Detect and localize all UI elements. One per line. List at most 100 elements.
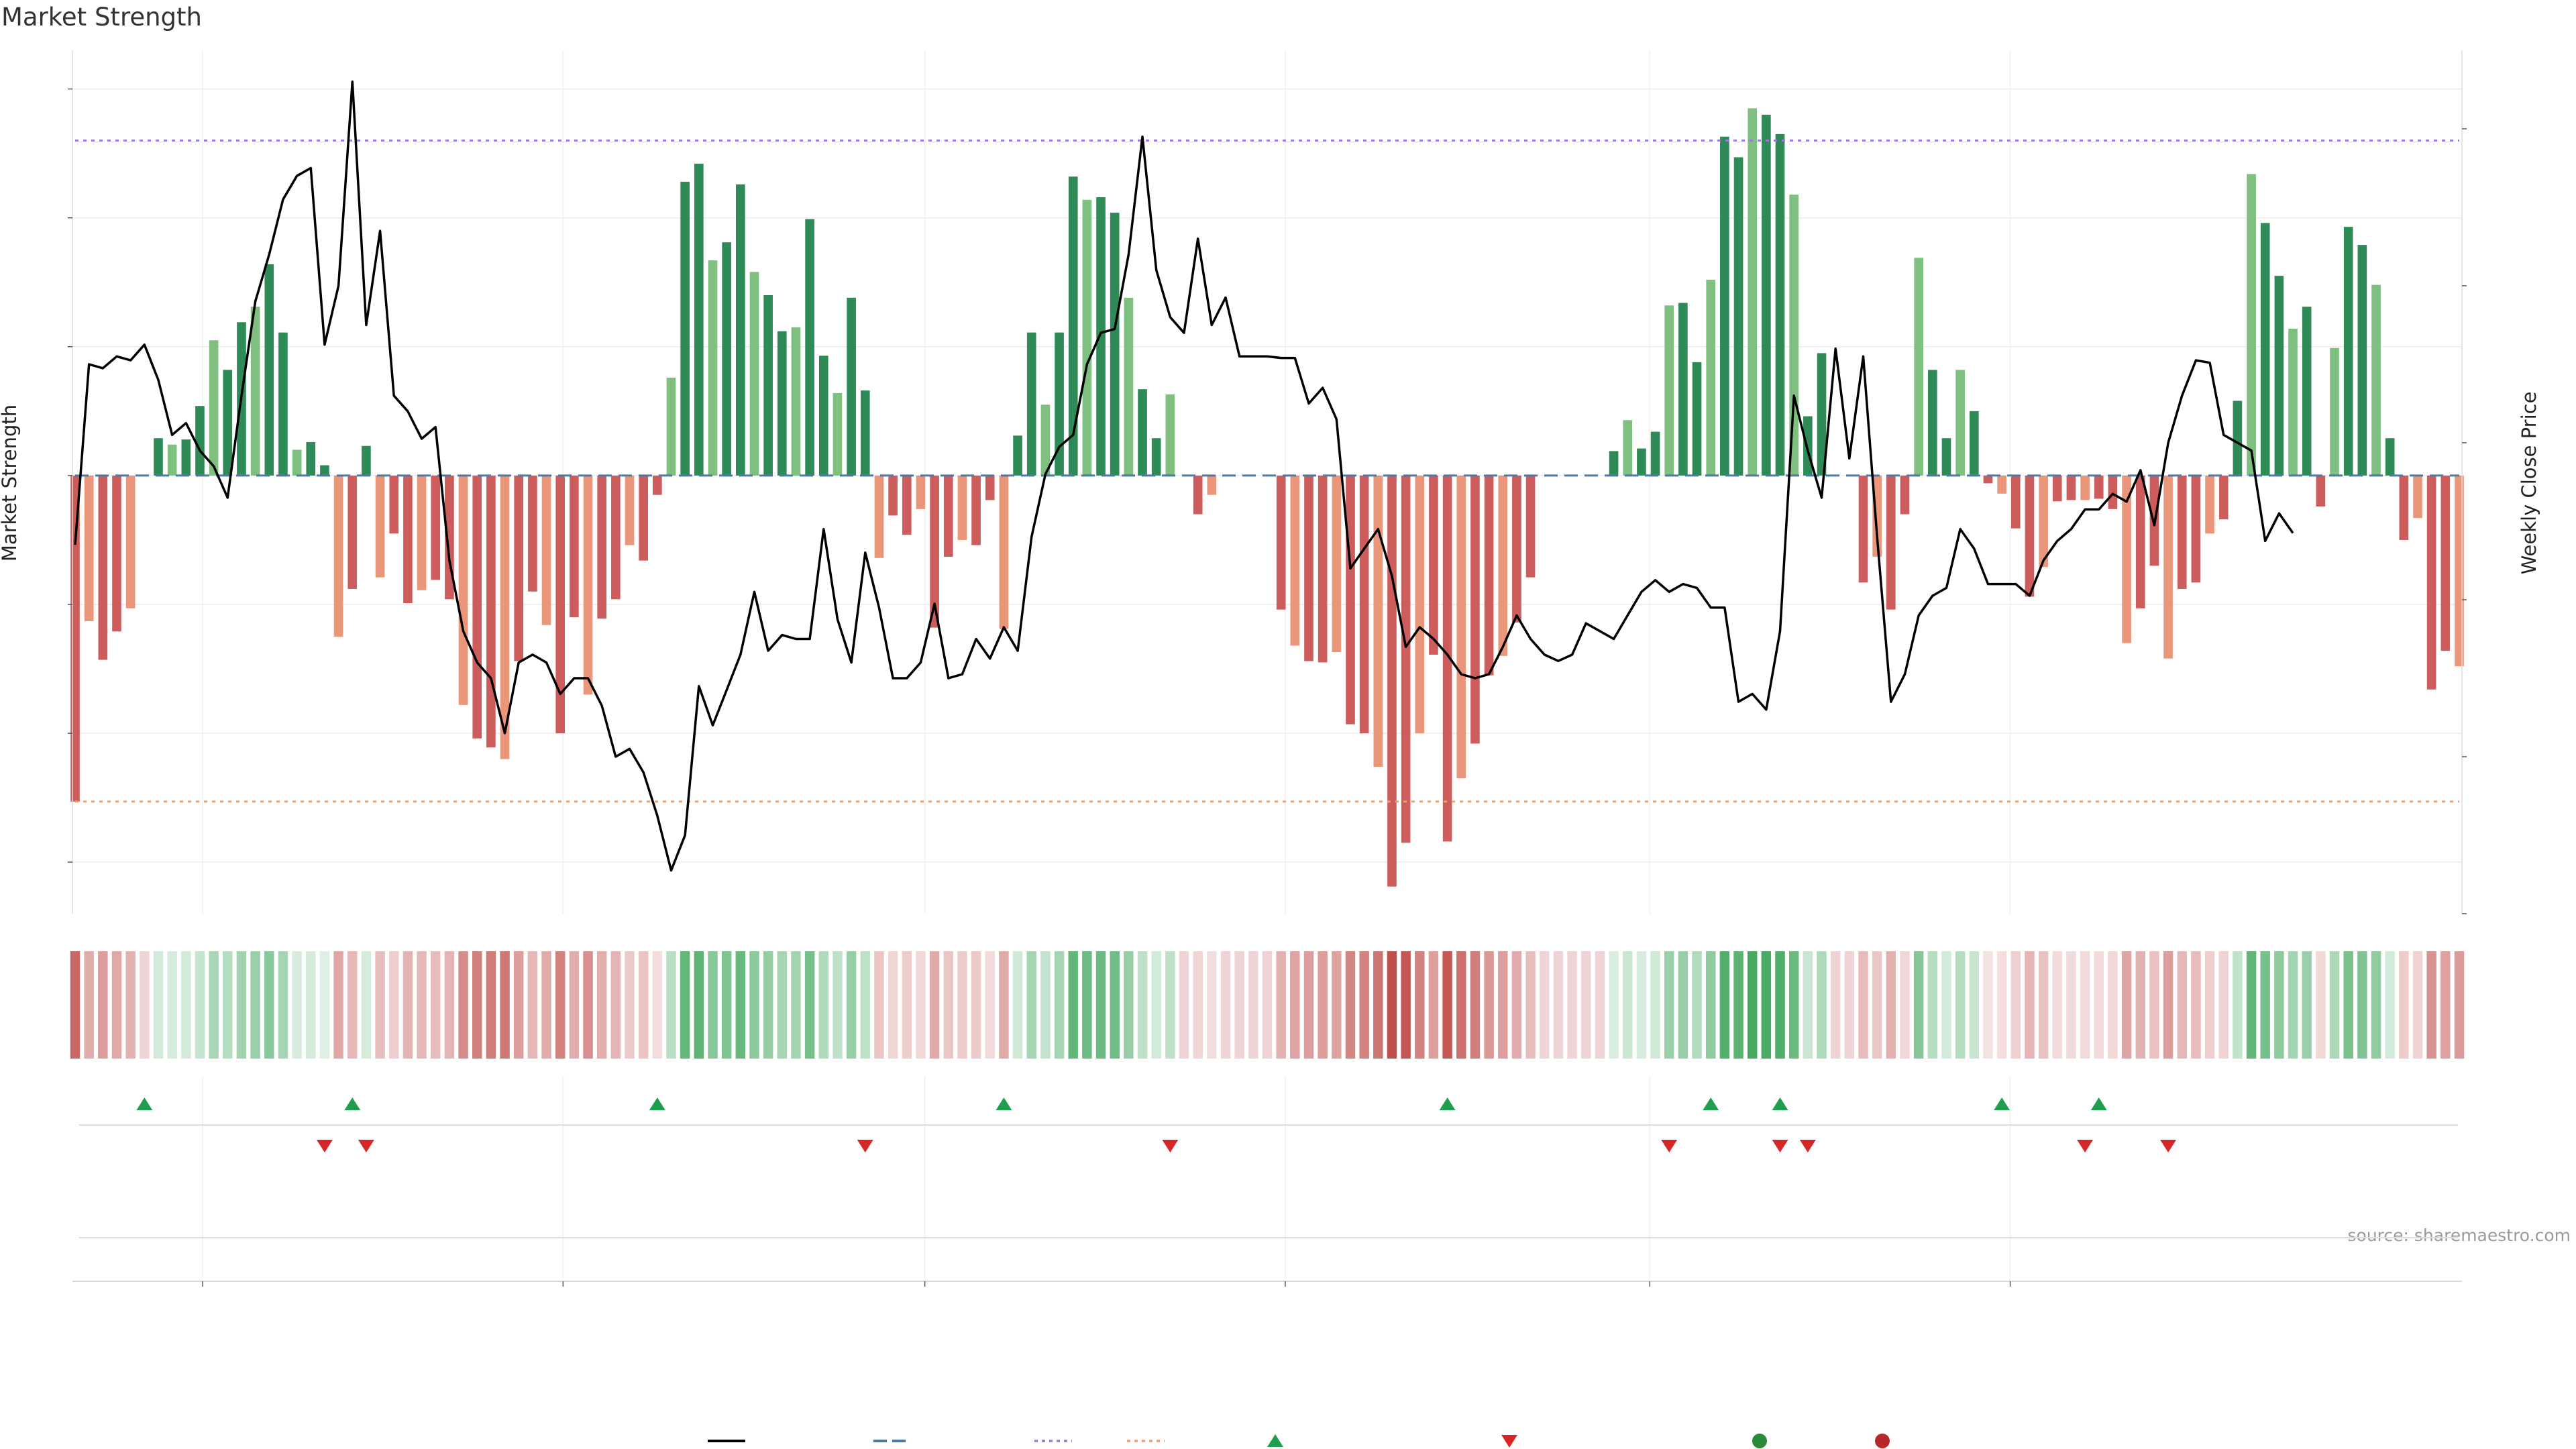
- heatstrip-cell: [278, 951, 288, 1059]
- heatstrip-cell: [1220, 951, 1231, 1059]
- strength-bar: [2247, 174, 2256, 476]
- heatstrip-cell: [1983, 951, 1993, 1059]
- strength-bar: [1151, 438, 1161, 476]
- heatstrip-cell: [1540, 951, 1550, 1059]
- heatstrip-cell: [666, 951, 676, 1059]
- strength-bar: [1013, 435, 1022, 476]
- heatstrip-cell: [70, 951, 80, 1059]
- strength-bar: [1055, 332, 1064, 476]
- heatstrip-cell: [1456, 951, 1466, 1059]
- heatstrip-cell: [486, 951, 496, 1059]
- heatstrip-cell: [2149, 951, 2159, 1059]
- heatstrip-cell: [2010, 951, 2021, 1059]
- strength-bar: [1525, 475, 1536, 578]
- weekly-close-line: [74, 80, 2294, 872]
- strength-bar: [1429, 475, 1438, 655]
- heatstrip-cell: [749, 951, 759, 1059]
- heatstrip-cell: [1719, 951, 1730, 1059]
- heatstrip-cell: [1234, 951, 1244, 1059]
- strength-bar: [2039, 475, 2048, 568]
- heatstrip-cell: [1927, 951, 1938, 1059]
- heatstrip-cell: [777, 951, 788, 1059]
- flip-up-marker: [1994, 1097, 2010, 1110]
- strength-bar: [957, 475, 967, 540]
- heatstrip-cell: [833, 951, 843, 1059]
- heatstrip-cell: [1775, 951, 1785, 1059]
- heatstrip-cell: [1650, 951, 1660, 1059]
- strength-bar: [694, 164, 704, 476]
- heatstrip-cell: [140, 951, 150, 1059]
- heatstrip-cell: [1705, 951, 1716, 1059]
- strength-bar: [1733, 157, 1743, 476]
- heatstrip-cell: [236, 951, 247, 1059]
- heatstrip-cell: [181, 951, 191, 1059]
- heatstrip-cell: [1179, 951, 1189, 1059]
- legend-swatch: [1875, 1434, 1890, 1448]
- heatstrip-cell: [333, 951, 343, 1059]
- strength-bar: [1512, 475, 1521, 623]
- strength-bar: [486, 475, 496, 748]
- strength-bar: [167, 444, 177, 476]
- strength-bar: [2426, 475, 2436, 690]
- heatstrip-cell: [1595, 951, 1605, 1059]
- gridlines: [71, 50, 2462, 914]
- strength-bar: [2455, 475, 2464, 667]
- y-axis-label-right: Weekly Close Price: [2518, 392, 2540, 575]
- heatstrip-cell: [2108, 951, 2118, 1059]
- heatstrip-cell: [721, 951, 732, 1059]
- flip-down-marker: [1772, 1140, 1788, 1152]
- strength-bar: [943, 475, 953, 557]
- strength-bar: [916, 475, 926, 509]
- strength-bar: [1858, 475, 1868, 583]
- flip-down-marker: [1661, 1140, 1678, 1152]
- strength-bar: [902, 475, 912, 535]
- heatstrip-cell: [458, 951, 468, 1059]
- heatstrip-cell: [818, 951, 829, 1059]
- strength-bar: [375, 475, 385, 578]
- heatstrip-cell: [1761, 951, 1772, 1059]
- strength-bar: [181, 439, 191, 476]
- heatstrip-cell: [874, 951, 884, 1059]
- chart-title: Market Strength: [1, 3, 202, 32]
- heatstrip-cell: [319, 951, 330, 1059]
- strength-bar: [320, 465, 329, 476]
- strength-bar: [347, 475, 358, 589]
- heatstrip-cell: [1886, 951, 1896, 1059]
- heatstrip-cell: [1318, 951, 1328, 1059]
- strength-bar: [1678, 303, 1688, 476]
- heatstrip-cell: [902, 951, 912, 1059]
- heatstrip-cell: [195, 951, 205, 1059]
- strength-bar: [1110, 213, 1120, 476]
- heatstrip-cell: [1442, 951, 1452, 1059]
- strength-bar: [292, 449, 302, 476]
- strength-bar: [1623, 420, 1633, 476]
- strength-bar: [1969, 411, 1979, 476]
- heatstrip-cell: [1470, 951, 1481, 1059]
- heatstrip-cell: [1872, 951, 1882, 1059]
- strength-bar: [1609, 451, 1619, 476]
- strength-bar: [1955, 370, 1965, 476]
- heatstrip-cell: [2260, 951, 2270, 1059]
- strength-bar: [2122, 475, 2131, 643]
- heatstrip-cell: [2440, 951, 2451, 1059]
- strength-bar: [2177, 475, 2187, 589]
- strength-bar: [458, 475, 468, 705]
- flip-down-marker: [1162, 1140, 1179, 1152]
- flip-down-marker: [358, 1140, 374, 1152]
- strength-bar: [417, 475, 427, 590]
- heatstrip-cell: [916, 951, 926, 1059]
- strength-bar: [570, 475, 579, 618]
- heatstrip-cell: [1664, 951, 1674, 1059]
- strength-bar: [2052, 475, 2062, 502]
- strength-bar: [1332, 475, 1342, 653]
- strength-bar: [1096, 197, 1106, 476]
- strength-bar: [1415, 475, 1425, 734]
- strength-bar: [1664, 305, 1674, 476]
- strength-bar: [1470, 475, 1480, 744]
- heatstrip-cell: [583, 951, 593, 1059]
- flip-up-marker: [996, 1097, 1012, 1110]
- heatstrip-cell: [1733, 951, 1743, 1059]
- strength-bar: [1900, 475, 1910, 515]
- heatstrip-cell: [1553, 951, 1564, 1059]
- heatstrip-cell: [1498, 951, 1508, 1059]
